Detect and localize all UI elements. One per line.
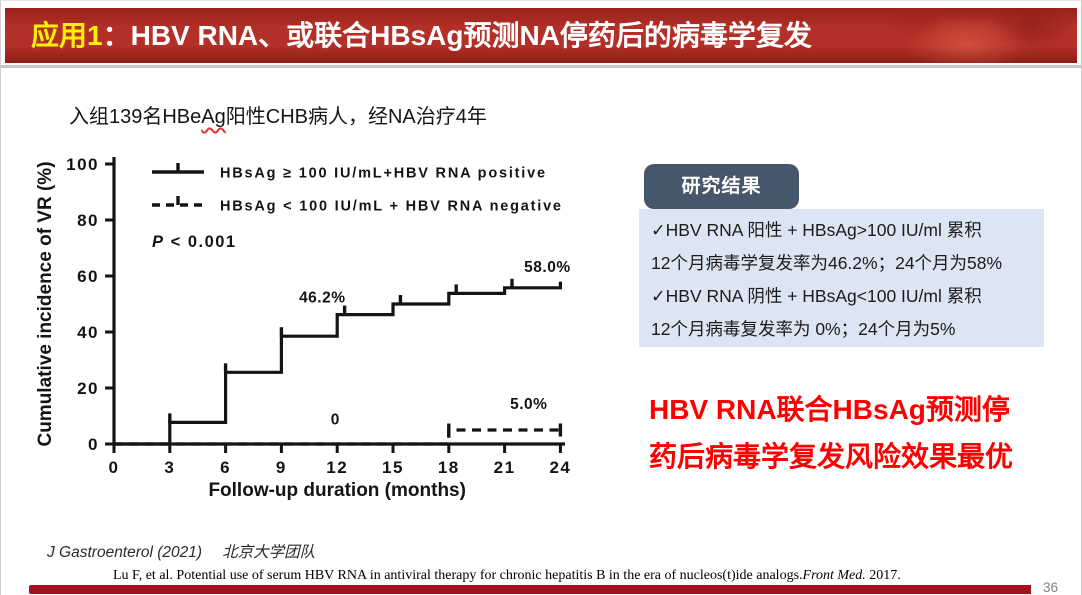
subtitle-text-pre: 入组139名HBe	[69, 106, 202, 128]
results-line-2: 12个月病毒学复发率为46.2%；24个月为58%	[651, 253, 1003, 273]
citation-text: Lu F, et al. Potential use of serum HBV …	[113, 568, 803, 583]
x-tick-label: 12	[326, 458, 348, 477]
annotation: 58.0%	[524, 259, 570, 276]
liver-artwork	[787, 8, 1077, 63]
title-banner: 应用1：HBV RNA、或联合HBsAg预测NA停药后的病毒学复发	[5, 8, 1077, 63]
enrollment-subtitle: 入组139名HBeAg阳性CHB病人，经NA治疗4年	[69, 100, 487, 129]
conclusion-line-2: 药后病毒学复发风险效果最优	[649, 441, 1014, 472]
results-badge: 研究结果	[644, 164, 799, 209]
source-reference: J Gastroenterol (2021) 北京大学团队	[47, 540, 315, 562]
page-number: 36	[1043, 580, 1059, 595]
x-tick-label: 21	[494, 458, 516, 477]
x-tick-label: 15	[382, 458, 404, 477]
banner-colon: ：	[102, 20, 131, 51]
source-journal: J Gastroenterol (2021)	[47, 544, 203, 561]
y-tick-label: 100	[66, 155, 99, 174]
conclusion-text: HBV RNA联合HBsAg预测停 药后病毒学复发风险效果最优	[649, 386, 1069, 480]
x-tick-label: 0	[109, 458, 120, 477]
results-box: ✓HBV RNA 阳性 + HBsAg>100 IU/ml 累积 12个月病毒学…	[639, 209, 1044, 347]
x-tick-label: 6	[220, 458, 231, 477]
p-value: P < 0.001	[152, 233, 237, 251]
annotation: 0	[331, 411, 340, 428]
banner-app-label: 应用1	[31, 20, 103, 51]
km-chart-svg: 0 3 6 9 12 15 18 21 24 0 20 40 60 80 100 46.2% 58.0% 0 5.0…	[35, 155, 571, 501]
results-line-3: ✓HBV RNA 阴性 + HBsAg<100 IU/ml 累积	[651, 286, 982, 306]
y-tick-label: 20	[77, 379, 99, 398]
y-tick-label: 0	[88, 435, 99, 454]
series-0-line	[114, 281, 562, 446]
x-tick-label: 18	[438, 458, 460, 477]
y-tick-label: 80	[77, 211, 99, 230]
x-tick-label: 24	[549, 458, 571, 477]
banner-underline	[1, 65, 1081, 68]
annotation: 5.0%	[510, 396, 547, 413]
x-axis-title: Follow-up duration (months)	[208, 480, 466, 501]
source-team: 北京大学团队	[222, 544, 316, 561]
y-tick-label: 40	[77, 323, 99, 342]
citation-journal: Front Med.	[802, 568, 866, 583]
subtitle-text-post: 阳性CHB病人，经NA治疗4年	[225, 106, 487, 128]
bottom-accent-bar	[29, 585, 1031, 594]
x-tick-label: 9	[276, 458, 287, 477]
legend-label: HBsAg < 100 IU/mL + HBV RNA negative	[220, 199, 563, 215]
results-line-4: 12个月病毒复发率为 0%；24个月为5%	[651, 319, 956, 339]
banner-title: HBV RNA、或联合HBsAg预测NA停药后的病毒学复发	[130, 20, 812, 51]
annotation: 46.2%	[299, 290, 345, 307]
x-tick-label: 3	[164, 458, 175, 477]
citation-year: 2017.	[865, 568, 901, 583]
series-1-line	[114, 428, 561, 446]
spellcheck-underline-text: Ag	[201, 106, 226, 128]
conclusion-line-1: HBV RNA联合HBsAg预测停	[649, 394, 1010, 425]
legend-label: HBsAg ≥ 100 IU/mL+HBV RNA positive	[220, 166, 547, 182]
y-tick-label: 60	[77, 267, 99, 286]
citation: Lu F, et al. Potential use of serum HBV …	[113, 568, 901, 584]
results-line-1: ✓HBV RNA 阳性 + HBsAg>100 IU/ml 累积	[651, 220, 982, 240]
y-axis-title: Cumulative incidence of VR (%)	[35, 161, 56, 446]
